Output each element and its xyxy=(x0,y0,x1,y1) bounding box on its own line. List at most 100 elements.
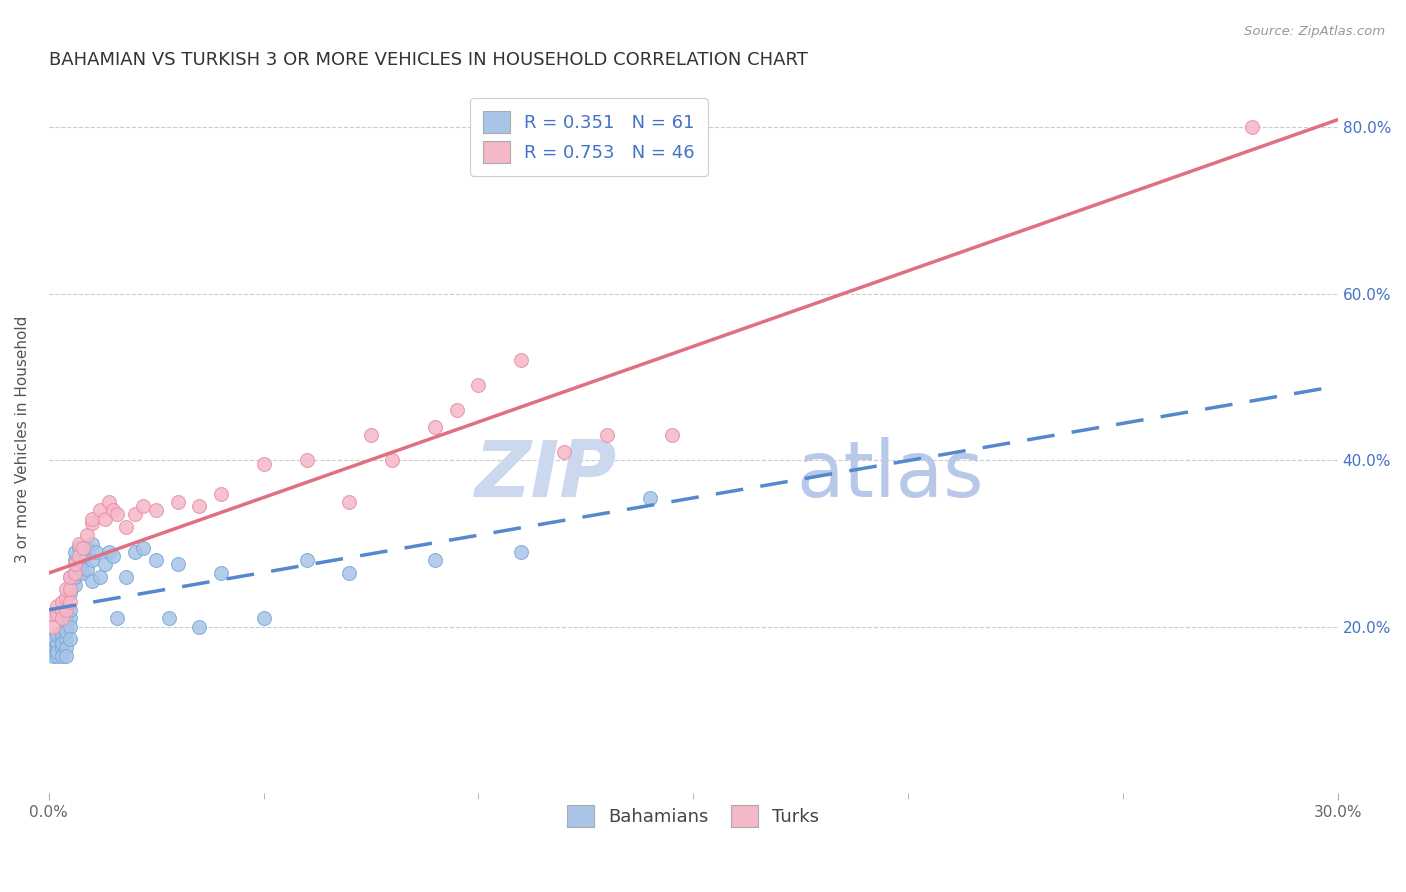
Point xyxy=(67,566,90,580)
Point xyxy=(1240,120,1263,135)
Point xyxy=(51,636,73,650)
Text: Source: ZipAtlas.com: Source: ZipAtlas.com xyxy=(1244,25,1385,38)
Point xyxy=(295,453,318,467)
Point xyxy=(46,628,69,642)
Point xyxy=(145,553,167,567)
Y-axis label: 3 or more Vehicles in Household: 3 or more Vehicles in Household xyxy=(15,316,30,563)
Point xyxy=(80,574,103,588)
Point xyxy=(295,553,318,567)
Point xyxy=(188,499,211,513)
Point xyxy=(107,508,129,522)
Point xyxy=(63,578,86,592)
Point xyxy=(425,420,447,434)
Point xyxy=(46,636,69,650)
Point xyxy=(115,570,138,584)
Text: BAHAMIAN VS TURKISH 3 OR MORE VEHICLES IN HOUSEHOLD CORRELATION CHART: BAHAMIAN VS TURKISH 3 OR MORE VEHICLES I… xyxy=(49,51,807,69)
Point xyxy=(80,516,103,530)
Point xyxy=(132,541,155,555)
Point xyxy=(59,603,82,617)
Point xyxy=(89,503,111,517)
Point xyxy=(510,353,533,368)
Point xyxy=(209,566,232,580)
Point xyxy=(59,595,82,609)
Point xyxy=(67,558,90,572)
Point xyxy=(67,541,90,555)
Point xyxy=(55,620,77,634)
Point xyxy=(63,570,86,584)
Point xyxy=(596,428,619,442)
Point xyxy=(553,445,575,459)
Point xyxy=(51,611,73,625)
Point xyxy=(252,458,274,472)
Point xyxy=(638,491,661,505)
Point xyxy=(63,553,86,567)
Point xyxy=(59,586,82,600)
Point xyxy=(252,611,274,625)
Point xyxy=(76,561,98,575)
Point xyxy=(55,624,77,638)
Point xyxy=(115,520,138,534)
Point xyxy=(80,536,103,550)
Point xyxy=(84,545,107,559)
Point xyxy=(55,582,77,597)
Point xyxy=(124,545,146,559)
Point xyxy=(55,603,77,617)
Point xyxy=(209,486,232,500)
Point xyxy=(381,453,404,467)
Point xyxy=(360,428,382,442)
Point xyxy=(97,495,120,509)
Point xyxy=(63,566,86,580)
Point xyxy=(46,599,69,613)
Point xyxy=(51,603,73,617)
Point xyxy=(59,611,82,625)
Point xyxy=(72,541,94,555)
Point xyxy=(188,620,211,634)
Point xyxy=(157,611,180,625)
Point xyxy=(72,566,94,580)
Point xyxy=(103,503,125,517)
Point xyxy=(46,645,69,659)
Point xyxy=(51,632,73,647)
Text: atlas: atlas xyxy=(796,437,984,513)
Point xyxy=(132,499,155,513)
Point xyxy=(72,553,94,567)
Point xyxy=(55,611,77,625)
Point xyxy=(467,378,489,392)
Point xyxy=(339,566,361,580)
Point xyxy=(55,632,77,647)
Point xyxy=(124,508,146,522)
Point xyxy=(51,640,73,655)
Point xyxy=(145,503,167,517)
Point xyxy=(103,549,125,563)
Point xyxy=(42,607,65,622)
Point xyxy=(42,632,65,647)
Legend: Bahamians, Turks: Bahamians, Turks xyxy=(560,797,827,834)
Point xyxy=(46,648,69,663)
Point xyxy=(55,640,77,655)
Point xyxy=(67,536,90,550)
Point xyxy=(107,611,129,625)
Point xyxy=(97,545,120,559)
Point xyxy=(446,403,468,417)
Point xyxy=(166,495,188,509)
Point xyxy=(55,648,77,663)
Point xyxy=(55,624,77,638)
Point xyxy=(661,428,683,442)
Point xyxy=(59,632,82,647)
Point xyxy=(339,495,361,509)
Point xyxy=(51,595,73,609)
Point xyxy=(42,640,65,655)
Text: ZIP: ZIP xyxy=(474,437,616,513)
Point xyxy=(46,607,69,622)
Point xyxy=(59,582,82,597)
Point xyxy=(93,558,115,572)
Point xyxy=(42,620,65,634)
Point xyxy=(59,570,82,584)
Point xyxy=(76,541,98,555)
Point xyxy=(67,549,90,563)
Point xyxy=(510,545,533,559)
Point xyxy=(59,570,82,584)
Point xyxy=(59,620,82,634)
Point xyxy=(166,558,188,572)
Point xyxy=(46,640,69,655)
